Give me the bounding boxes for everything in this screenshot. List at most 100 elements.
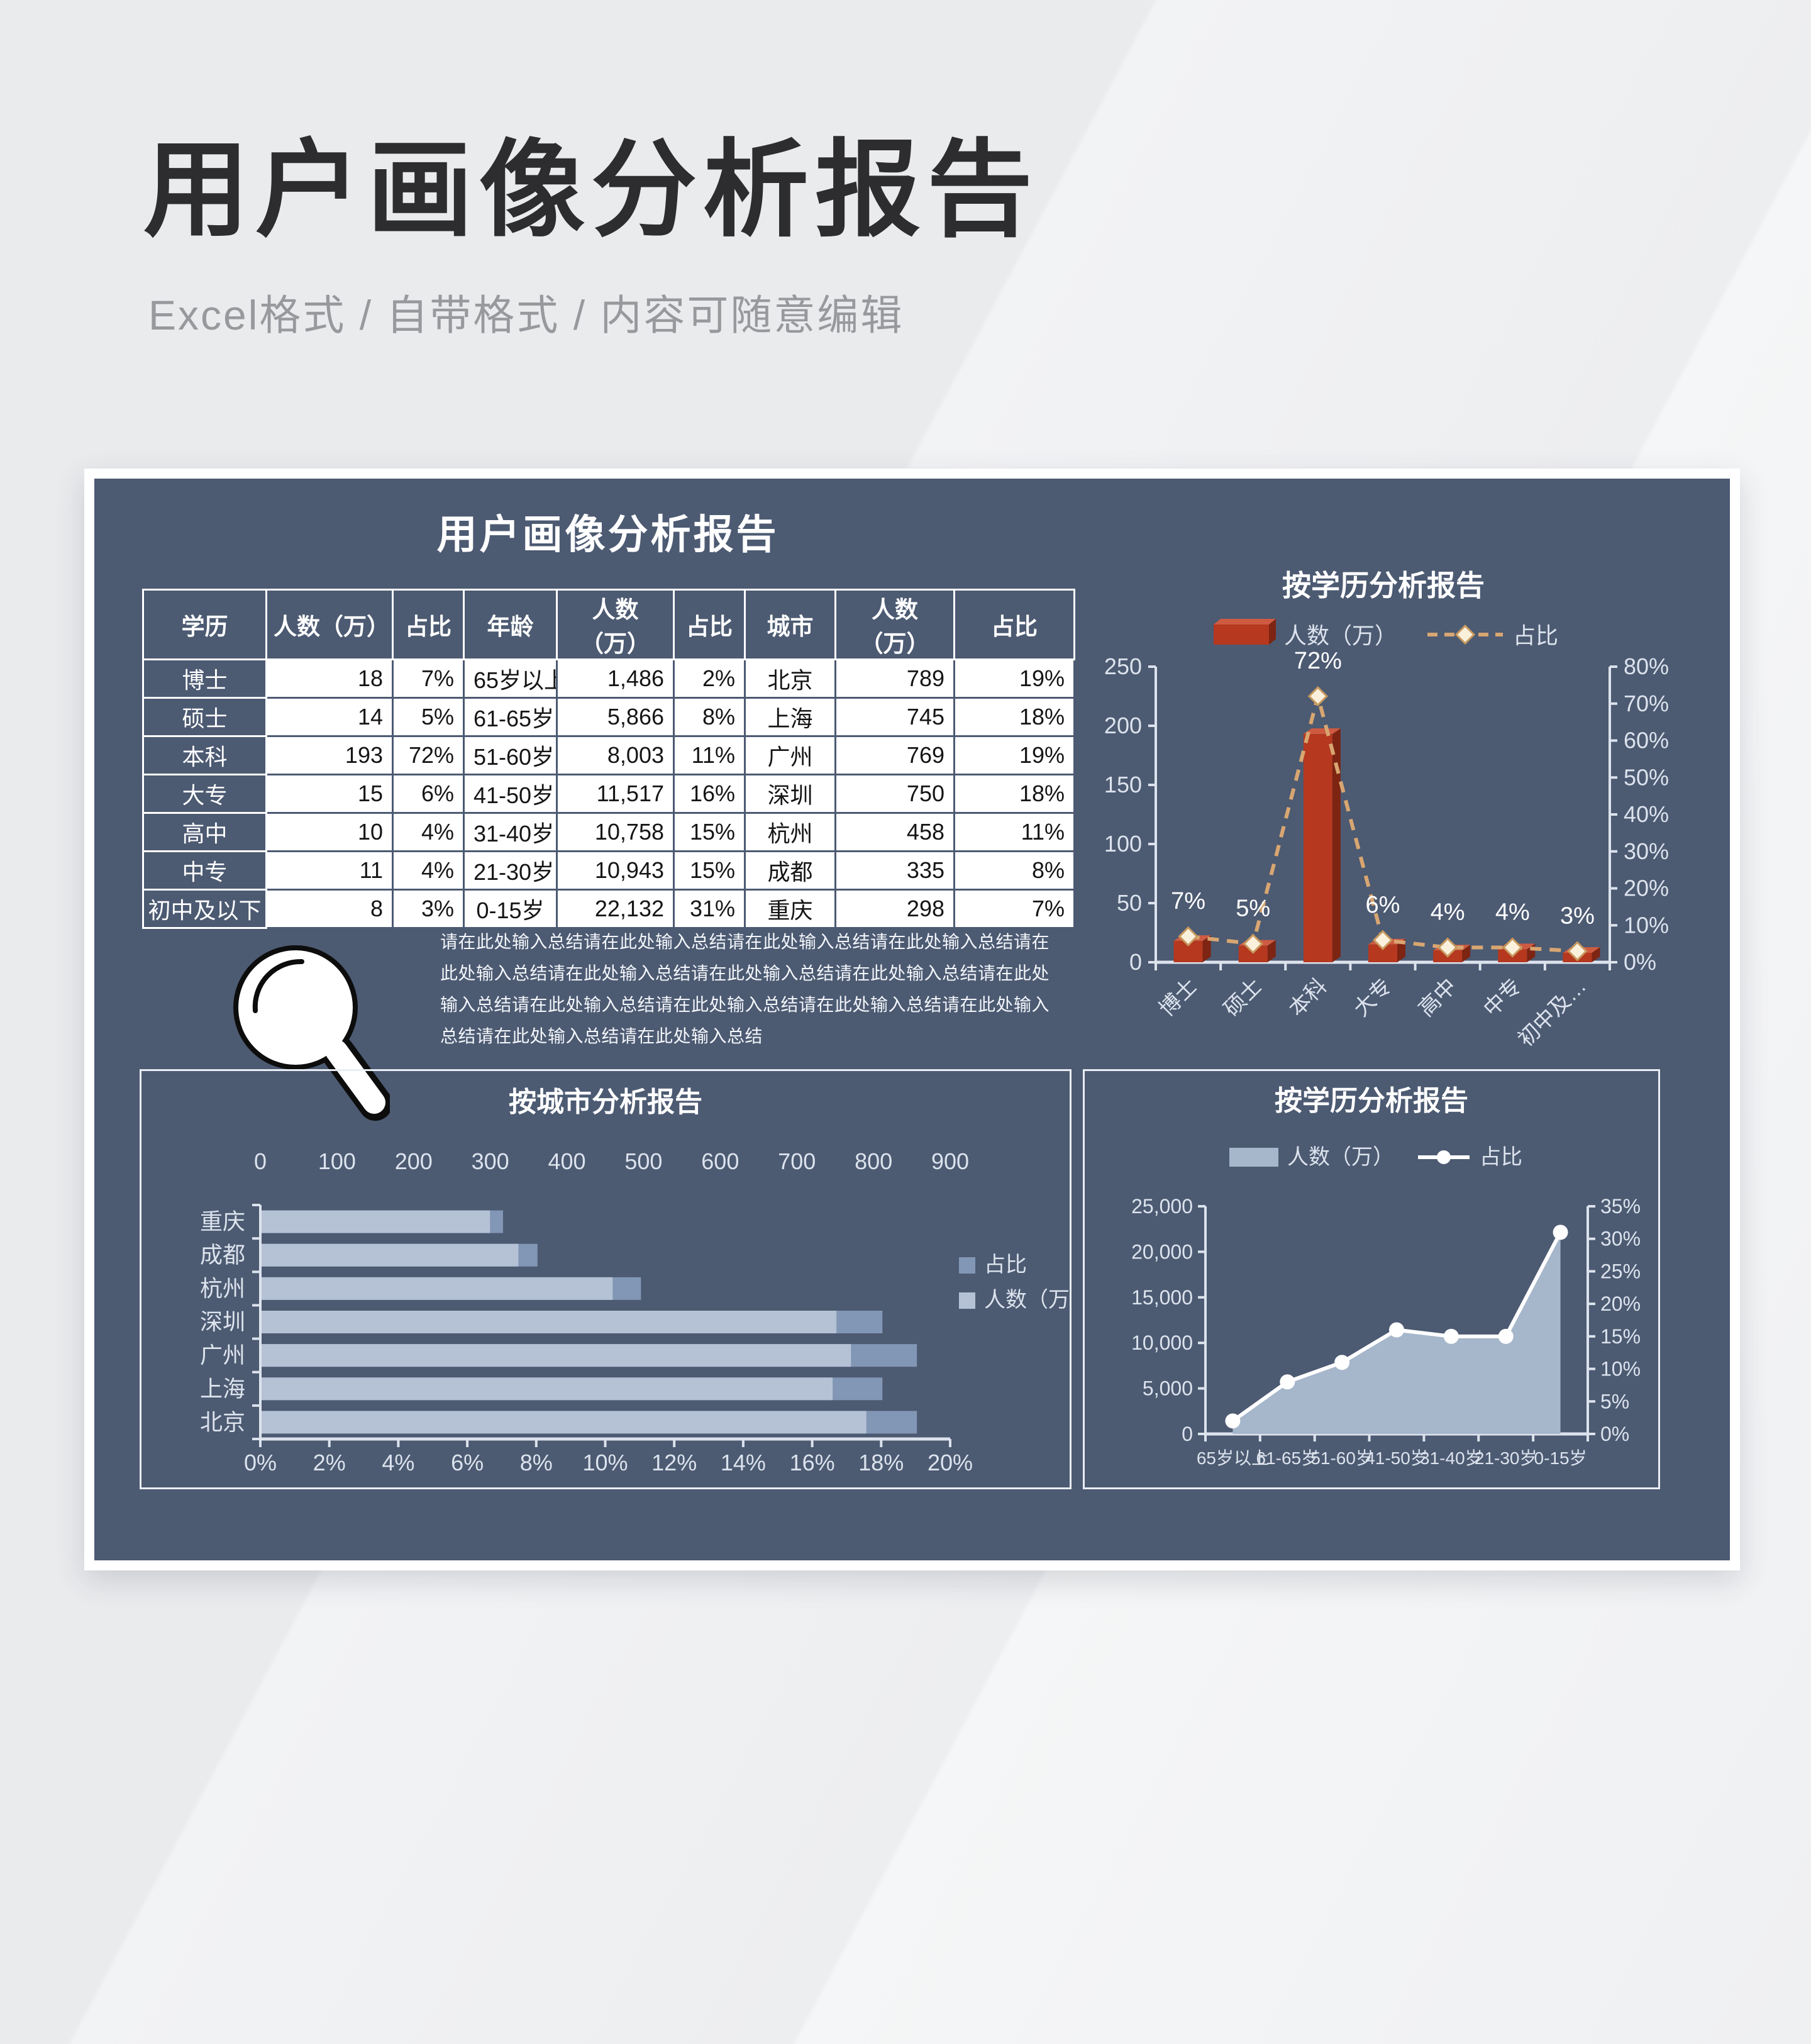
- table-cell: 298: [834, 889, 955, 929]
- bar-side: [1202, 935, 1211, 962]
- table-cell: 18: [265, 658, 394, 699]
- table-row-label: 高中: [142, 812, 267, 852]
- summary-table: 学历人数（万）占比年龄人数（万）占比城市人数（万）占比博士187%65岁以上1,…: [142, 589, 1075, 929]
- bottom-axis-tick-label: 4%: [382, 1450, 414, 1475]
- circle-marker: [1334, 1355, 1350, 1370]
- table-cell: 杭州: [744, 812, 836, 852]
- bar-side: [1332, 728, 1341, 962]
- table-cell: 3%: [392, 889, 465, 929]
- right-axis-tick-label: 0%: [1624, 949, 1656, 975]
- legend-area-swatch: [1229, 1148, 1278, 1167]
- right-axis-tick-label: 50%: [1624, 764, 1669, 790]
- y-axis-category-label: 上海: [200, 1375, 245, 1401]
- table-header-cell: 城市: [744, 589, 836, 660]
- table-cell: 18%: [953, 774, 1075, 814]
- data-label: 3%: [1560, 903, 1595, 929]
- legend-diamond-marker: [1454, 624, 1476, 645]
- diamond-marker: [1502, 937, 1523, 958]
- table-cell: 10: [265, 812, 394, 852]
- table-cell: 18%: [953, 697, 1075, 737]
- right-axis-tick-label: 20%: [1624, 875, 1669, 901]
- left-axis-tick-label: 100: [1104, 831, 1142, 857]
- table-cell: 72%: [392, 735, 465, 775]
- top-axis-tick-label: 600: [701, 1148, 739, 1174]
- legend-circle-marker: [1437, 1150, 1451, 1164]
- bar-renshu: [262, 1311, 837, 1333]
- table-cell: 8%: [673, 697, 746, 737]
- table-cell: 14: [265, 697, 394, 737]
- right-axis-tick-label: 30%: [1624, 838, 1669, 864]
- x-axis-category-label: 高中: [1414, 974, 1461, 1021]
- table-cell: 41-50岁: [463, 774, 558, 814]
- top-axis-tick-label: 500: [624, 1148, 662, 1174]
- bottom-axis-tick-label: 2%: [313, 1450, 346, 1475]
- table-cell: 8%: [953, 850, 1075, 891]
- bar-side: [1592, 947, 1600, 962]
- left-axis-tick-label: 20,000: [1131, 1240, 1193, 1263]
- table-cell: 15%: [673, 850, 746, 891]
- table-cell: 6%: [392, 774, 465, 814]
- left-axis-tick-label: 0: [1182, 1423, 1193, 1445]
- legend-label-zhanbi: 占比: [1513, 623, 1558, 648]
- table-cell: 16%: [673, 774, 746, 814]
- table-cell: 7%: [953, 889, 1075, 929]
- left-axis-tick-label: 150: [1104, 772, 1142, 797]
- table-header-cell: 占比: [673, 589, 746, 660]
- diamond-marker: [1437, 937, 1458, 958]
- circle-marker: [1280, 1374, 1295, 1390]
- table-cell: 193: [265, 735, 394, 775]
- table-row-label: 本科: [142, 735, 267, 775]
- table-row: 大专 15 6% 41-50岁 11,517 16% 深圳 750 18%: [142, 774, 1075, 814]
- table-cell: 4%: [392, 812, 465, 852]
- table-header-cell: 年龄: [463, 589, 558, 660]
- y-axis-category-label: 成都: [200, 1242, 245, 1268]
- table-cell: 重庆: [744, 889, 836, 929]
- bar-side: [1267, 940, 1276, 962]
- bottom-axis-tick-label: 8%: [520, 1450, 553, 1475]
- table-cell: 上海: [744, 697, 836, 737]
- left-axis-tick-label: 0: [1129, 949, 1142, 975]
- diamond-marker: [1178, 926, 1199, 947]
- top-axis-tick-label: 100: [318, 1148, 356, 1174]
- table-header-row: 学历 人数（万） 占比 年龄 人数（万） 占比 城市 人数（万） 占比: [142, 589, 1075, 660]
- data-label: 6%: [1366, 892, 1400, 918]
- x-axis-category-label: 本科: [1285, 974, 1332, 1021]
- left-axis-tick-label: 25,000: [1131, 1195, 1193, 1218]
- table-row-label: 博士: [142, 658, 267, 699]
- table-row-label: 中专: [142, 850, 267, 891]
- table-cell: 458: [834, 812, 955, 852]
- chart-city-canvas: 按城市分析报告 0 100 200 300 400 500 600 700 800 900 重庆成都杭…: [200, 1087, 1070, 1475]
- table-header-cell: 占比: [953, 589, 1075, 660]
- legend-label-renshu: 人数（万）: [1287, 1145, 1394, 1169]
- bar-side: [1462, 945, 1471, 962]
- y-axis-category-label: 广州: [200, 1342, 245, 1368]
- table-cell: 745: [834, 697, 955, 737]
- legend-swatch-renshu: [959, 1292, 975, 1309]
- x-axis-category-label: 大专: [1349, 974, 1397, 1021]
- bar-renshu: [262, 1277, 613, 1300]
- data-label: 4%: [1495, 899, 1530, 926]
- x-axis-category-label: 硕士: [1219, 974, 1266, 1021]
- table-cell: 789: [834, 658, 955, 699]
- bottom-axis-tick-label: 20%: [928, 1450, 973, 1475]
- table-cell: 15: [265, 774, 394, 814]
- bottom-axis-tick-label: 10%: [582, 1450, 628, 1475]
- legend-bar-swatch-side: [1269, 619, 1276, 645]
- table-cell: 广州: [744, 735, 836, 775]
- bar-renshu: [262, 1377, 833, 1401]
- table-cell: 0-15岁: [463, 889, 558, 929]
- x-axis-category-label: 博士: [1155, 974, 1202, 1021]
- circle-marker: [1389, 1322, 1404, 1338]
- table-cell: 深圳: [744, 774, 836, 814]
- legend-label-zhanbi: 占比: [984, 1253, 1027, 1277]
- diamond-marker: [1307, 686, 1328, 707]
- chart-title: 按学历分析报告: [1275, 1086, 1468, 1116]
- circle-marker: [1443, 1328, 1459, 1344]
- magnifier-icon: [233, 945, 390, 1121]
- top-axis-tick-label: 0: [254, 1148, 267, 1174]
- x-axis-category-label: 中专: [1479, 974, 1526, 1021]
- right-axis-tick-label: 15%: [1600, 1325, 1641, 1348]
- bar-renshu: [262, 1344, 851, 1367]
- table-cell: 5%: [392, 697, 465, 737]
